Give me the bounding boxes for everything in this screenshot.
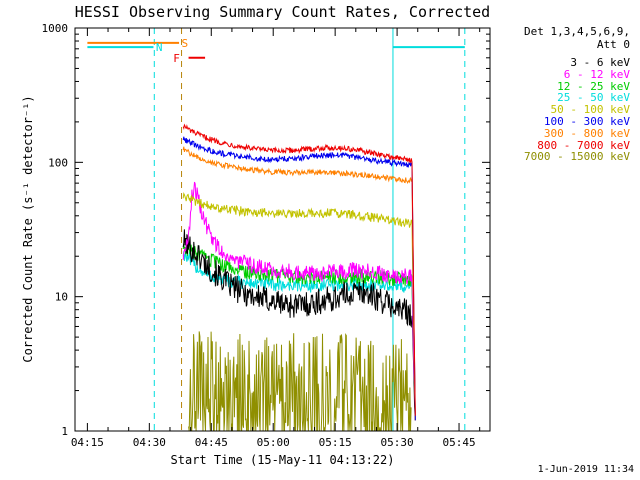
- svg-text:04:15: 04:15: [71, 436, 104, 449]
- legend-entry: 800 - 7000 keV: [537, 138, 630, 152]
- svg-text:05:15: 05:15: [319, 436, 352, 449]
- svg-text:05:30: 05:30: [381, 436, 414, 449]
- svg-text:1: 1: [61, 425, 68, 438]
- legend-entry: 3 - 6 keV: [570, 56, 630, 69]
- svg-text:05:45: 05:45: [442, 436, 475, 449]
- legend-entry: 100 - 300 keV: [543, 114, 630, 128]
- svg-text:05:00: 05:00: [257, 436, 290, 449]
- legend-header: Det 1,3,4,5,6,9, Att 0: [524, 25, 630, 51]
- svg-text:04:30: 04:30: [133, 436, 166, 449]
- svg-text:1000: 1000: [42, 22, 69, 35]
- legend-entry: 25 - 50 keV: [557, 91, 630, 105]
- svg-text:S: S: [182, 37, 189, 50]
- svg-text:N: N: [156, 41, 163, 54]
- legend-entries: 3 - 6 keV 6 - 12 keV 12 - 25 keV 25 - 50 ke…: [524, 57, 630, 163]
- legend-entry: 300 - 800 keV: [543, 126, 630, 140]
- legend-entry: 50 - 100 keV: [550, 103, 630, 117]
- legend-entry: 12 - 25 keV: [557, 79, 630, 93]
- legend-entry: 7000 - 15000 keV: [524, 150, 630, 164]
- creation-timestamp: 1-Jun-2019 11:34: [537, 464, 634, 475]
- svg-text:04:45: 04:45: [195, 436, 228, 449]
- x-axis-label: Start Time (15-May-11 04:13:22): [170, 453, 395, 467]
- svg-text:F: F: [173, 52, 180, 65]
- legend-attenuator-line: Att 0: [596, 38, 630, 51]
- y-axis-label: Corrected Count Rate (s⁻¹ detector⁻¹): [21, 95, 35, 363]
- legend-detectors-line: Det 1,3,4,5,6,9,: [524, 25, 630, 38]
- svg-text:100: 100: [48, 156, 68, 169]
- svg-text:10: 10: [55, 291, 68, 304]
- legend-entry: 6 - 12 keV: [563, 67, 630, 81]
- chart-title: HESSI Observing Summary Count Rates, Cor…: [74, 3, 491, 21]
